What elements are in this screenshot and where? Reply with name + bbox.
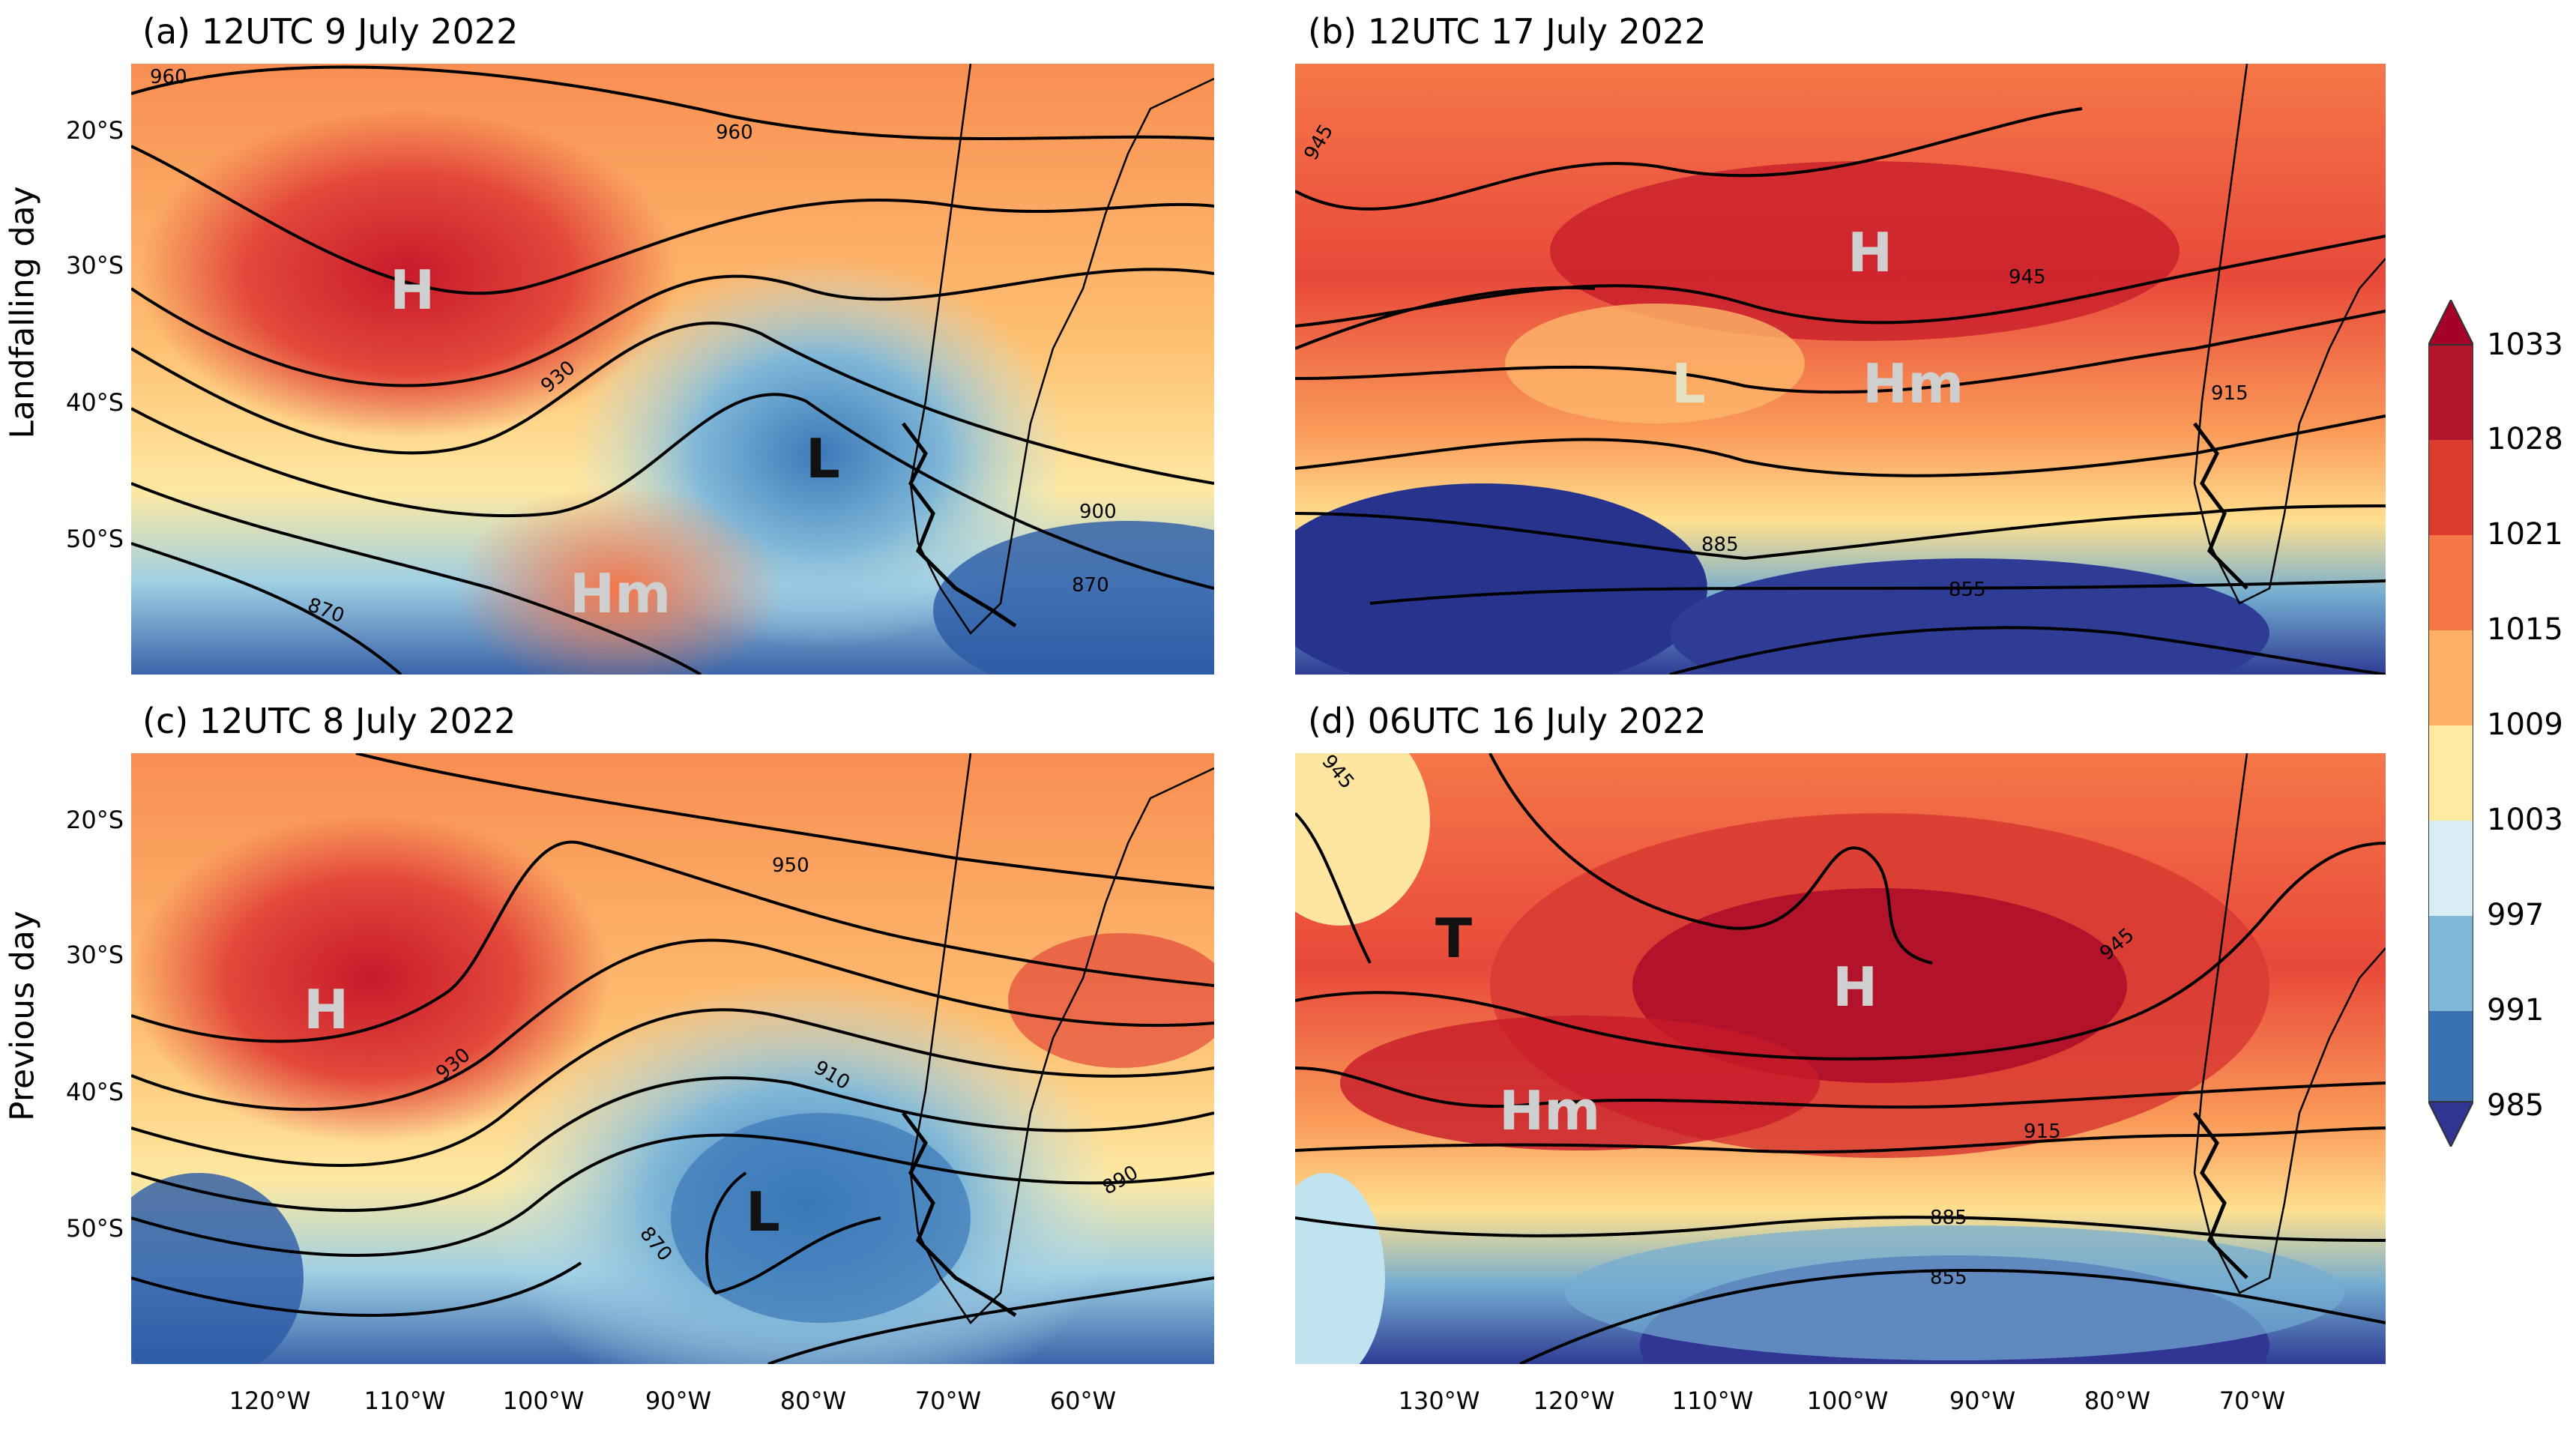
panel-d-contour-label: 855 [1930,1267,1967,1289]
panel-d-contour-label: 915 [2024,1120,2061,1143]
lon-label: 120°W [229,1387,311,1415]
lat-label: 30°S [65,941,124,969]
pressure-center-hm: Hm [1499,1079,1601,1142]
lon-label: 60°W [1049,1387,1117,1415]
colorbar-tick-label: 1021 [2487,517,2563,552]
map-panel-d [1295,753,2386,1364]
pressure-center-low: L [1671,352,1706,415]
panel-a-contour-label: 900 [1079,501,1117,523]
panel-a-contour-label: 960 [150,66,187,88]
row-label-landfalling: Landfalling day [3,186,42,439]
panel-b-contour-label: 885 [1701,534,1739,556]
panel-a-contour-label: 870 [1072,574,1109,597]
lat-label: 50°S [65,525,124,553]
pressure-center-low: L [746,1180,780,1243]
panel-b-contour-label: 855 [1949,579,1986,601]
colorbar-graphic [2427,298,2475,1149]
lat-label: 20°S [65,116,124,145]
panel-c-title: (c) 12UTC 8 July 2022 [142,701,516,741]
panel-a-title: (a) 12UTC 9 July 2022 [142,11,519,52]
pressure-center-high: H [1833,956,1878,1019]
panel-a-contour-label: 960 [716,121,753,144]
lat-label: 40°S [65,388,124,417]
lat-label: 40°S [65,1078,124,1106]
panel-b-contour-label: 945 [2009,266,2046,289]
panel-b-title: (b) 12UTC 17 July 2022 [1308,11,1707,52]
pressure-center-high: H [390,259,435,322]
lon-label: 110°W [1671,1387,1754,1415]
pressure-center-hm: Hm [570,562,672,625]
colorbar [2427,298,2475,1149]
lon-label: 100°W [502,1387,585,1415]
lon-label: 100°W [1806,1387,1889,1415]
panel-c-contour-label: 950 [772,854,809,877]
pressure-center-t: T [1435,907,1473,970]
pressure-center-high: H [304,978,349,1041]
lon-label: 90°W [645,1387,712,1415]
colorbar-tick-label: 1003 [2487,803,2563,837]
row-label-previous: Previous day [3,911,42,1121]
lon-label: 70°W [2218,1387,2286,1415]
lon-label: 130°W [1398,1387,1480,1415]
panel-b-contour-label: 915 [2211,382,2248,405]
lat-label: 50°S [65,1214,124,1243]
pressure-center-low: L [806,427,840,490]
lat-label: 30°S [65,251,124,280]
panel-d-title: (d) 06UTC 16 July 2022 [1308,701,1707,741]
colorbar-tick-label: 1015 [2487,612,2563,647]
map-panel-a [131,64,1214,675]
lon-label: 80°W [2084,1387,2151,1415]
pressure-center-hm: Hm [1862,352,1964,415]
lon-label: 80°W [779,1387,847,1415]
lon-label: 120°W [1533,1387,1615,1415]
pressure-center-high: H [1847,221,1893,284]
colorbar-tick-label: 1028 [2487,422,2563,456]
map-panel-c [131,753,1214,1364]
colorbar-tick-label: 1009 [2487,708,2563,742]
map-panel-b [1295,64,2386,675]
colorbar-tick-label: 1033 [2487,328,2563,362]
colorbar-tick-label: 985 [2487,1088,2545,1123]
lon-label: 90°W [1949,1387,2016,1415]
colorbar-tick-label: 991 [2487,993,2545,1028]
panel-d-contour-label: 885 [1930,1207,1967,1229]
lat-label: 20°S [65,806,124,834]
lon-label: 70°W [914,1387,982,1415]
colorbar-tick-label: 997 [2487,898,2545,932]
lon-label: 110°W [364,1387,446,1415]
